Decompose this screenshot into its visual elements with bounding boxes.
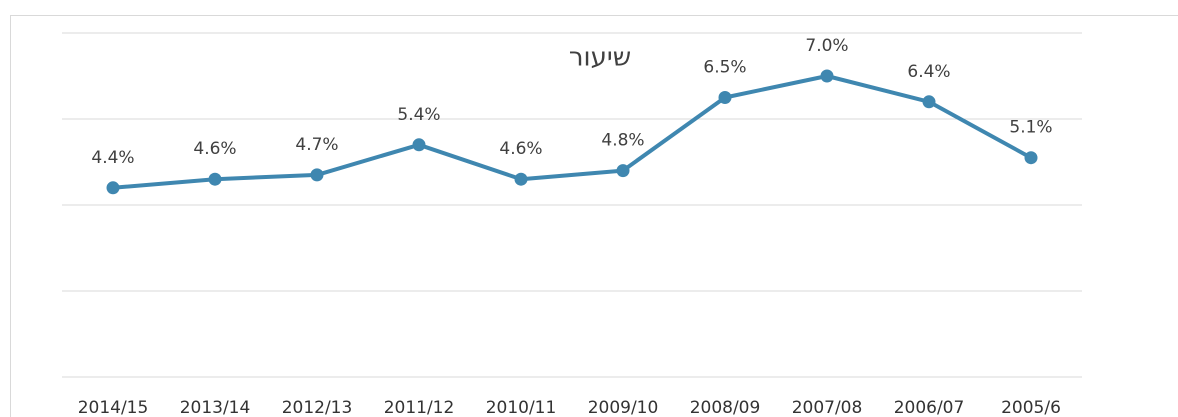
- data-label: 4.7%: [295, 135, 338, 155]
- x-tick-label: 2010/11: [486, 398, 557, 417]
- x-tick-label: 2006/07: [894, 398, 965, 417]
- point: [718, 91, 732, 104]
- data-label: 4.6%: [499, 139, 542, 159]
- point: [922, 95, 936, 109]
- x-tick-label: 2014/15: [78, 398, 149, 417]
- x-tick-label: 2007/08: [792, 398, 863, 417]
- data-label: 4.4%: [91, 148, 134, 168]
- chart-title: שיעור: [569, 43, 631, 73]
- data-label: 7.0%: [805, 36, 848, 56]
- point: [820, 69, 834, 83]
- x-tick-label: 2011/12: [384, 398, 455, 417]
- chart-frame: [10, 15, 1178, 417]
- x-tick-label: 2009/10: [588, 398, 659, 417]
- point: [208, 172, 222, 186]
- x-tick-label: 2012/13: [282, 398, 353, 417]
- data-label: 5.1%: [1009, 118, 1052, 138]
- point: [412, 138, 426, 152]
- line: [112, 74, 1032, 190]
- point: [616, 164, 630, 178]
- data-label: 5.4%: [397, 105, 440, 125]
- x-tick-label: 2008/09: [690, 398, 761, 417]
- data-label: 6.5%: [703, 58, 746, 78]
- point: [106, 181, 120, 195]
- x-tick-label: 2005/6: [1001, 398, 1061, 417]
- x-tick-label: 2013/14: [180, 398, 251, 417]
- point: [1024, 151, 1038, 165]
- point: [514, 172, 528, 186]
- data-label: 6.4%: [907, 62, 950, 82]
- data-label: 4.6%: [193, 139, 236, 159]
- point: [310, 168, 324, 182]
- data-label: 4.8%: [601, 131, 644, 151]
